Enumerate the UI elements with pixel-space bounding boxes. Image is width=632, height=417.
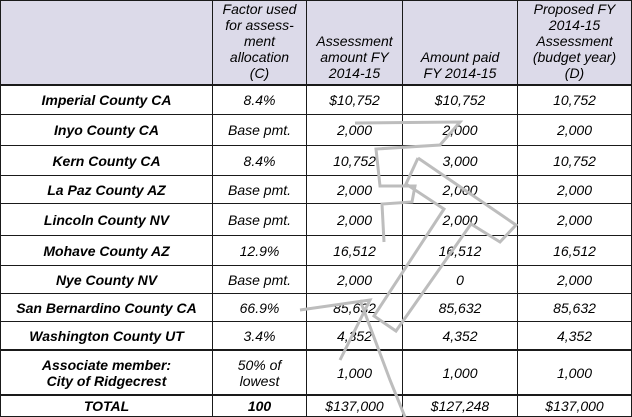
row-proposed-assessment: 2,000 [556,122,593,138]
row-amount-paid: 85,632 [438,299,482,316]
row-entity-name: Mohave County AZ [43,242,170,259]
row-factor: Base pmt. [227,271,292,288]
row-divider [1,175,631,176]
row-factor: Base pmt. [227,181,292,198]
row-entity-name: Imperial County CA [41,92,172,108]
row-assessment-amount: 1,000 [336,364,373,381]
row-amount-paid: 2,000 [442,181,478,198]
total-assessment-amount: $137,000 [325,398,384,414]
row-proposed-assessment: 16,512 [553,242,596,259]
row-proposed-assessment: 1,000 [556,364,593,381]
row-entity-name: Washington County UT [29,327,184,344]
row-assessment-amount: 10,752 [333,152,376,169]
row-amount-paid: 0 [456,271,464,288]
row-factor: 50% of lowest [237,356,282,389]
row-amount-paid: 1,000 [442,364,478,381]
row-amount-paid: 16,512 [438,242,482,259]
row-assessment-amount: 2,000 [336,181,373,198]
total-factor: 100 [247,398,272,414]
row-divider [1,145,631,146]
row-divider [1,114,631,115]
row-divider [1,394,631,396]
row-amount-paid: 3,000 [442,152,478,169]
row-entity-name: Kern County CA [52,152,161,169]
row-assessment-amount: 85,632 [333,299,376,316]
total-amount-paid: $127,248 [430,398,490,414]
header-assessment-amount: Assessment amount FY 2014-15 [316,33,393,81]
row-factor: Base pmt. [227,122,292,138]
row-assessment-amount: $10,752 [329,92,380,108]
row-amount-paid: $10,752 [434,92,486,108]
row-factor: 8.4% [243,92,276,108]
row-assessment-amount: 2,000 [336,122,373,138]
header-factor: Factor used for assess- ment allocation … [222,1,297,81]
row-entity-name: Inyo County CA [54,122,159,138]
row-amount-paid: 4,352 [442,327,478,344]
total-proposed-assessment: $137,000 [545,398,604,414]
row-assessment-amount: 16,512 [333,242,376,259]
total-label: TOTAL [83,398,130,414]
row-divider [1,293,631,294]
row-assessment-amount: 2,000 [336,271,373,288]
column-divider [212,1,213,416]
row-amount-paid: 2,000 [442,122,478,138]
row-entity-name: Nye County NV [55,271,158,288]
row-factor: 12.9% [239,242,280,259]
row-proposed-assessment: 10,752 [553,92,596,108]
row-factor: 66.9% [239,299,280,316]
row-proposed-assessment: 2,000 [556,271,593,288]
row-divider [1,265,631,266]
row-amount-paid: 2,000 [442,211,478,228]
row-proposed-assessment: 2,000 [556,211,593,228]
row-entity-name: San Bernardino County CA [16,299,197,316]
row-assessment-amount: 4,352 [336,327,373,344]
column-divider [306,1,307,416]
row-entity-name: La Paz County AZ [47,181,166,198]
header-amount-paid: Amount paid FY 2014-15 [420,49,500,81]
row-proposed-assessment: 2,000 [556,181,593,198]
row-entity-name: Lincoln County NV [43,211,170,228]
row-proposed-assessment: 10,752 [553,152,596,169]
row-proposed-assessment: 4,352 [556,327,593,344]
row-proposed-assessment: 85,632 [553,299,596,316]
row-factor: Base pmt. [227,211,292,228]
header-proposed-assessment: Proposed FY 2014-15 Assessment (budget y… [532,1,617,81]
row-divider [1,203,631,204]
row-factor: 3.4% [243,327,276,344]
row-assessment-amount: 2,000 [336,211,373,228]
row-divider [1,235,631,236]
table-header-row [1,1,631,86]
row-entity-name: Associate member: City of Ridgecrest [41,356,172,389]
row-factor: 8.4% [243,152,276,169]
